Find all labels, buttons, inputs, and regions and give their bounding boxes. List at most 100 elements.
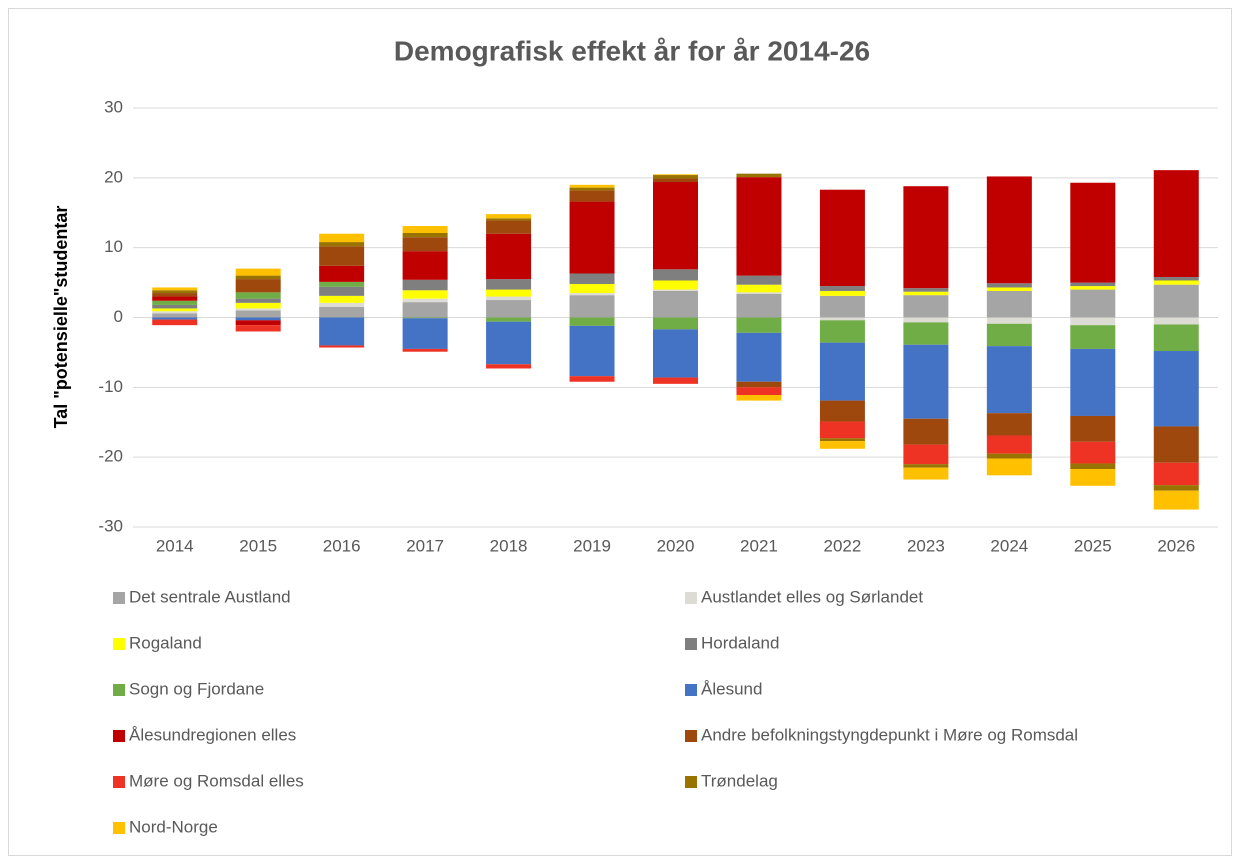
x-tick-label: 2017 [406, 536, 444, 555]
bar-segment [319, 302, 365, 308]
y-tick-label: -30 [98, 516, 123, 535]
legend-label: Ålesundregionen elles [129, 725, 296, 744]
legend-swatch [113, 638, 125, 650]
x-tick-label: 2022 [824, 536, 862, 555]
bar-segment [736, 275, 782, 285]
bar-segment [1153, 317, 1199, 325]
bar-segment [736, 395, 782, 401]
bar-segment [402, 237, 448, 252]
y-tick-label: -10 [98, 377, 123, 396]
bar-segment [319, 307, 365, 318]
bar-segment [152, 300, 198, 305]
bar-segment [819, 317, 865, 321]
bar-segment [653, 290, 698, 318]
bar-segment [486, 321, 532, 365]
bar-segment [235, 317, 281, 321]
bar-segment [736, 284, 782, 293]
x-tick-label: 2026 [1157, 536, 1195, 555]
bar-segment [486, 279, 532, 290]
bar-segment [1153, 284, 1199, 318]
bar-segment [569, 201, 615, 274]
bar-segment [1070, 469, 1116, 486]
bar-segment [736, 292, 782, 294]
bar-segment [903, 344, 949, 419]
bar-segment [736, 177, 782, 276]
bar-segment [402, 348, 448, 352]
bar-segment [986, 413, 1032, 436]
legend-label: Nord-Norge [129, 817, 218, 836]
bar-segment [736, 332, 782, 382]
bar-segment [319, 317, 365, 346]
bar-segment [235, 298, 281, 303]
bar-segment [402, 226, 448, 234]
bar-segment [1070, 286, 1116, 290]
bar-segment [569, 317, 615, 326]
bar-segment [819, 290, 865, 296]
bar-segment [1153, 280, 1199, 285]
bar-segment [903, 322, 949, 345]
bar-segment [903, 288, 949, 292]
legend-swatch [113, 776, 125, 788]
bar-segment [653, 317, 698, 330]
bar-segment [319, 246, 365, 266]
bar-segment [986, 287, 1032, 291]
legend-swatch [113, 822, 125, 834]
bar-segment [653, 329, 698, 378]
bar-segment [319, 345, 365, 348]
bar-segment [402, 302, 448, 318]
legend-label: Det sentrale Austland [129, 587, 291, 606]
bar-segment [235, 310, 281, 318]
bar-segment [986, 283, 1032, 288]
bar-segment [903, 291, 949, 296]
bar-segment [1070, 182, 1116, 283]
legend-swatch [685, 638, 697, 650]
bar-segment [235, 268, 281, 276]
bar-segment [319, 242, 365, 247]
bar-segment [903, 467, 949, 480]
bar-segment [903, 295, 949, 318]
bar-segment [903, 418, 949, 445]
bar-segment [569, 283, 615, 294]
legend-label: Trøndelag [701, 771, 778, 790]
bar-segment [235, 279, 281, 293]
bar-segment [152, 308, 198, 312]
chart-title: Demografisk effekt år for år 2014-26 [394, 35, 870, 66]
bar-segment [152, 317, 198, 320]
bar-segment [235, 325, 281, 332]
x-tick-label: 2019 [573, 536, 611, 555]
bar-segment [569, 293, 615, 296]
bar-segment [569, 184, 615, 188]
bar-segment [152, 311, 198, 314]
bar-segment [819, 286, 865, 291]
bar-segment [1153, 276, 1199, 281]
x-tick-label: 2016 [323, 536, 361, 555]
bar-segment [486, 289, 532, 297]
bar-segment [1153, 462, 1199, 486]
legend-label: Ålesund [701, 679, 762, 698]
bar-segment [653, 175, 698, 179]
legend-label: Andre befolkningstyngdepunkt i Møre og R… [701, 725, 1078, 744]
bar-segment [1070, 441, 1116, 464]
bar-segment [486, 233, 532, 280]
y-tick-label: -20 [98, 447, 123, 466]
bar-segment [319, 286, 365, 296]
bar-segment [152, 296, 198, 301]
x-tick-label: 2021 [740, 536, 778, 555]
bar-segment [1153, 485, 1199, 491]
bar-segment [486, 364, 532, 369]
bar-segment [235, 275, 281, 280]
bar-segment [653, 178, 698, 183]
bar-segment [1153, 324, 1199, 352]
bar-segment [986, 290, 1032, 318]
bar-segment [736, 293, 782, 318]
x-tick-label: 2015 [239, 536, 277, 555]
bar-segment [486, 214, 532, 219]
bar-segment [1070, 289, 1116, 318]
bar-segment [569, 325, 615, 377]
bar-segment [986, 317, 1032, 324]
x-tick-label: 2024 [990, 536, 1028, 555]
bar-segment [486, 218, 532, 221]
bar-segment [152, 313, 198, 318]
bar-segment [1070, 348, 1116, 416]
